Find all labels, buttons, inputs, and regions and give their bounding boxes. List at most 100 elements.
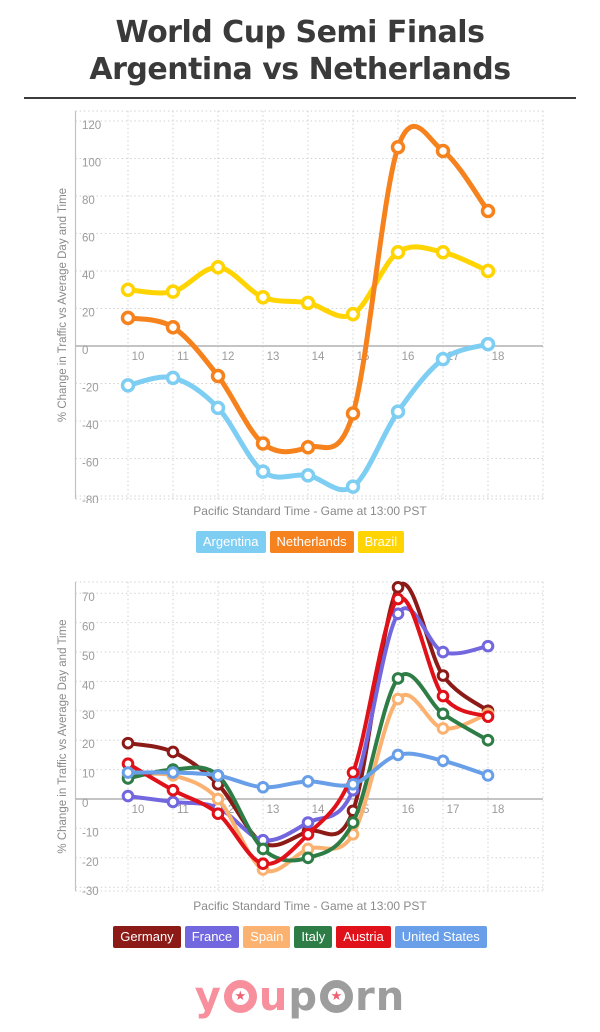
data-point-united-states [346,778,360,791]
x-tick-label: 10 [132,804,145,816]
data-point-netherlands [390,140,406,155]
data-point-italy [256,842,270,856]
data-point-brazil [390,245,406,260]
y-tick-label: 80 [82,195,95,207]
data-point-france [301,816,315,829]
y-tick-label: 10 [82,769,95,781]
y-tick-label: 50 [82,651,95,663]
y-tick-label: 0 [82,798,88,810]
y-tick-label: 70 [82,592,95,604]
y-tick-label: -40 [82,420,99,432]
title-divider [24,97,576,99]
data-point-netherlands [120,310,136,326]
x-tick-label: 16 [402,351,415,363]
data-point-italy [391,672,405,685]
data-point-netherlands [165,320,181,335]
y-tick-label: -10 [82,827,99,839]
data-point-france [121,789,135,803]
data-point-germany [436,669,450,682]
legend-item-spain: Spain [243,926,291,948]
x-axis-title-bottom: Pacific Standard Time - Game at 13:00 PS… [193,899,427,913]
data-point-brazil [435,245,451,260]
x-tick-label: 11 [177,804,189,816]
data-point-france [436,645,450,659]
data-point-argentina [345,479,361,494]
series-united-states [121,748,495,794]
data-point-argentina [390,404,406,419]
data-point-austria [301,827,315,841]
legend-top: Argentina Netherlands Brazil [0,531,600,553]
y-tick-label: 120 [82,120,101,132]
logo-text: y ★ u [194,974,289,1020]
data-point-italy [481,733,495,747]
data-point-france [391,607,405,621]
data-point-spain [211,792,225,806]
data-point-argentina [435,351,451,367]
data-point-italy [436,707,450,721]
data-point-austria [256,857,270,870]
series-spain-line [126,693,490,874]
data-point-austria [481,710,495,723]
y-tick-label: -20 [82,383,99,395]
legend-bottom: Germany France Spain Italy Austria United Sta… [0,926,600,948]
data-point-brazil [165,284,181,299]
data-point-germany [121,736,135,750]
series-argentina [120,336,496,494]
y-axis-title: % Change in Traffic vs Average Day and T… [57,188,69,422]
legend-item-germany: Germany [113,926,181,948]
data-point-france [481,639,495,653]
data-point-brazil [210,260,226,275]
x-tick-label: 18 [492,351,505,363]
legend-item-italy: Italy [294,926,333,948]
data-point-united-states [301,775,315,788]
y-tick-label: 60 [82,622,95,634]
x-tick-label: 14 [312,351,325,363]
data-point-united-states [121,766,135,779]
x-tick-label: 16 [402,804,415,816]
data-point-brazil [120,282,136,297]
y-tick-label: 0 [82,345,88,357]
legend-item-france: France [184,926,240,948]
data-point-austria [346,766,360,779]
youporn-logo: y ★ up ★ rn [0,974,600,1020]
series-brazil [120,244,496,322]
series-argentina-line [125,341,491,493]
legend-item-united-states: United States [394,926,487,948]
legend-item-austria: Austria [336,926,391,948]
data-point-argentina [165,370,181,386]
logo-o-star-icon: ★ [223,980,257,1013]
data-point-brazil [345,306,361,322]
y-tick-label: -20 [82,857,99,869]
data-point-argentina [480,336,496,352]
y-tick-label: 20 [82,739,95,751]
logo-text: p ★ rn [288,974,406,1020]
series-austria-line [126,595,490,867]
logo-o-star-icon: ★ [319,980,353,1013]
x-tick-label: 18 [492,804,505,816]
data-point-united-states [256,780,270,794]
legend-item-argentina: Argentina [195,531,266,553]
legend-item-netherlands: Netherlands [269,531,354,553]
data-point-austria [211,807,225,820]
data-point-united-states [391,748,405,762]
y-tick-label: 40 [82,680,95,692]
page-title-line1: World Cup Semi Finals [115,15,485,50]
data-point-brazil [255,290,271,305]
data-point-netherlands [345,406,361,421]
x-tick-label: 14 [312,804,325,816]
data-point-argentina [120,378,136,393]
y-tick-label: 30 [82,710,95,722]
y-tick-label: -30 [82,886,99,898]
series-italy-line [126,672,490,863]
y-tick-label: 100 [82,158,101,170]
data-point-netherlands [255,436,271,451]
y-tick-label: -60 [82,458,99,470]
x-tick-label: 12 [222,351,235,363]
y-tick-label: 60 [82,233,95,245]
data-point-italy [301,851,315,865]
data-point-brazil [300,295,316,311]
data-point-argentina [210,400,226,416]
x-tick-label: 10 [132,351,145,363]
y-tick-label: 40 [82,270,95,282]
